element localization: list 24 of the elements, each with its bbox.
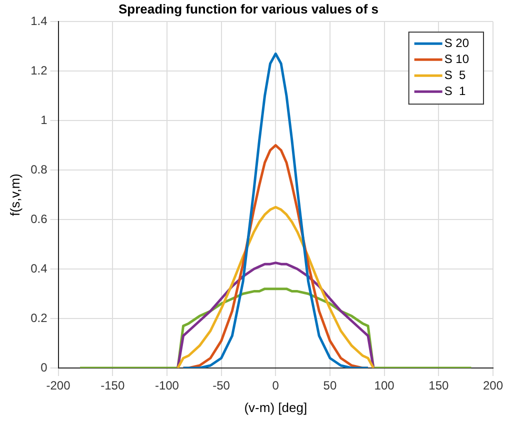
legend-label: S 5	[444, 68, 466, 82]
y-tick-label: 1	[40, 112, 48, 127]
y-tick-label: 0	[40, 360, 48, 374]
x-axis-title: (v-m) [deg]	[244, 400, 308, 415]
x-tick-label: -50	[212, 378, 230, 393]
x-tick-label: 0	[272, 378, 280, 393]
x-tick-label: -100	[154, 378, 180, 393]
legend-label: S 10	[444, 52, 470, 66]
chart-title: Spreading function for various values of s	[118, 1, 379, 16]
legend-label: S 20	[444, 36, 470, 50]
x-tick-label: 150	[428, 378, 449, 393]
y-tick-label: 1.2	[30, 63, 48, 78]
y-tick-label: 0.6	[30, 212, 48, 226]
y-tick-label: 0.2	[30, 310, 48, 325]
legend-label: S 1	[444, 84, 466, 98]
x-tick-label: -200	[46, 378, 71, 393]
x-tick-label: -150	[100, 378, 125, 393]
y-tick-label: 0.8	[30, 162, 48, 176]
y-tick-label: 0.4	[30, 261, 48, 276]
y-tick-label: 1.4	[30, 14, 48, 28]
x-tick-label: 200	[482, 378, 504, 393]
x-tick-label: 100	[374, 378, 395, 393]
y-axis-title: f(s,v,m)	[7, 174, 22, 216]
x-tick-label: 50	[323, 378, 337, 393]
